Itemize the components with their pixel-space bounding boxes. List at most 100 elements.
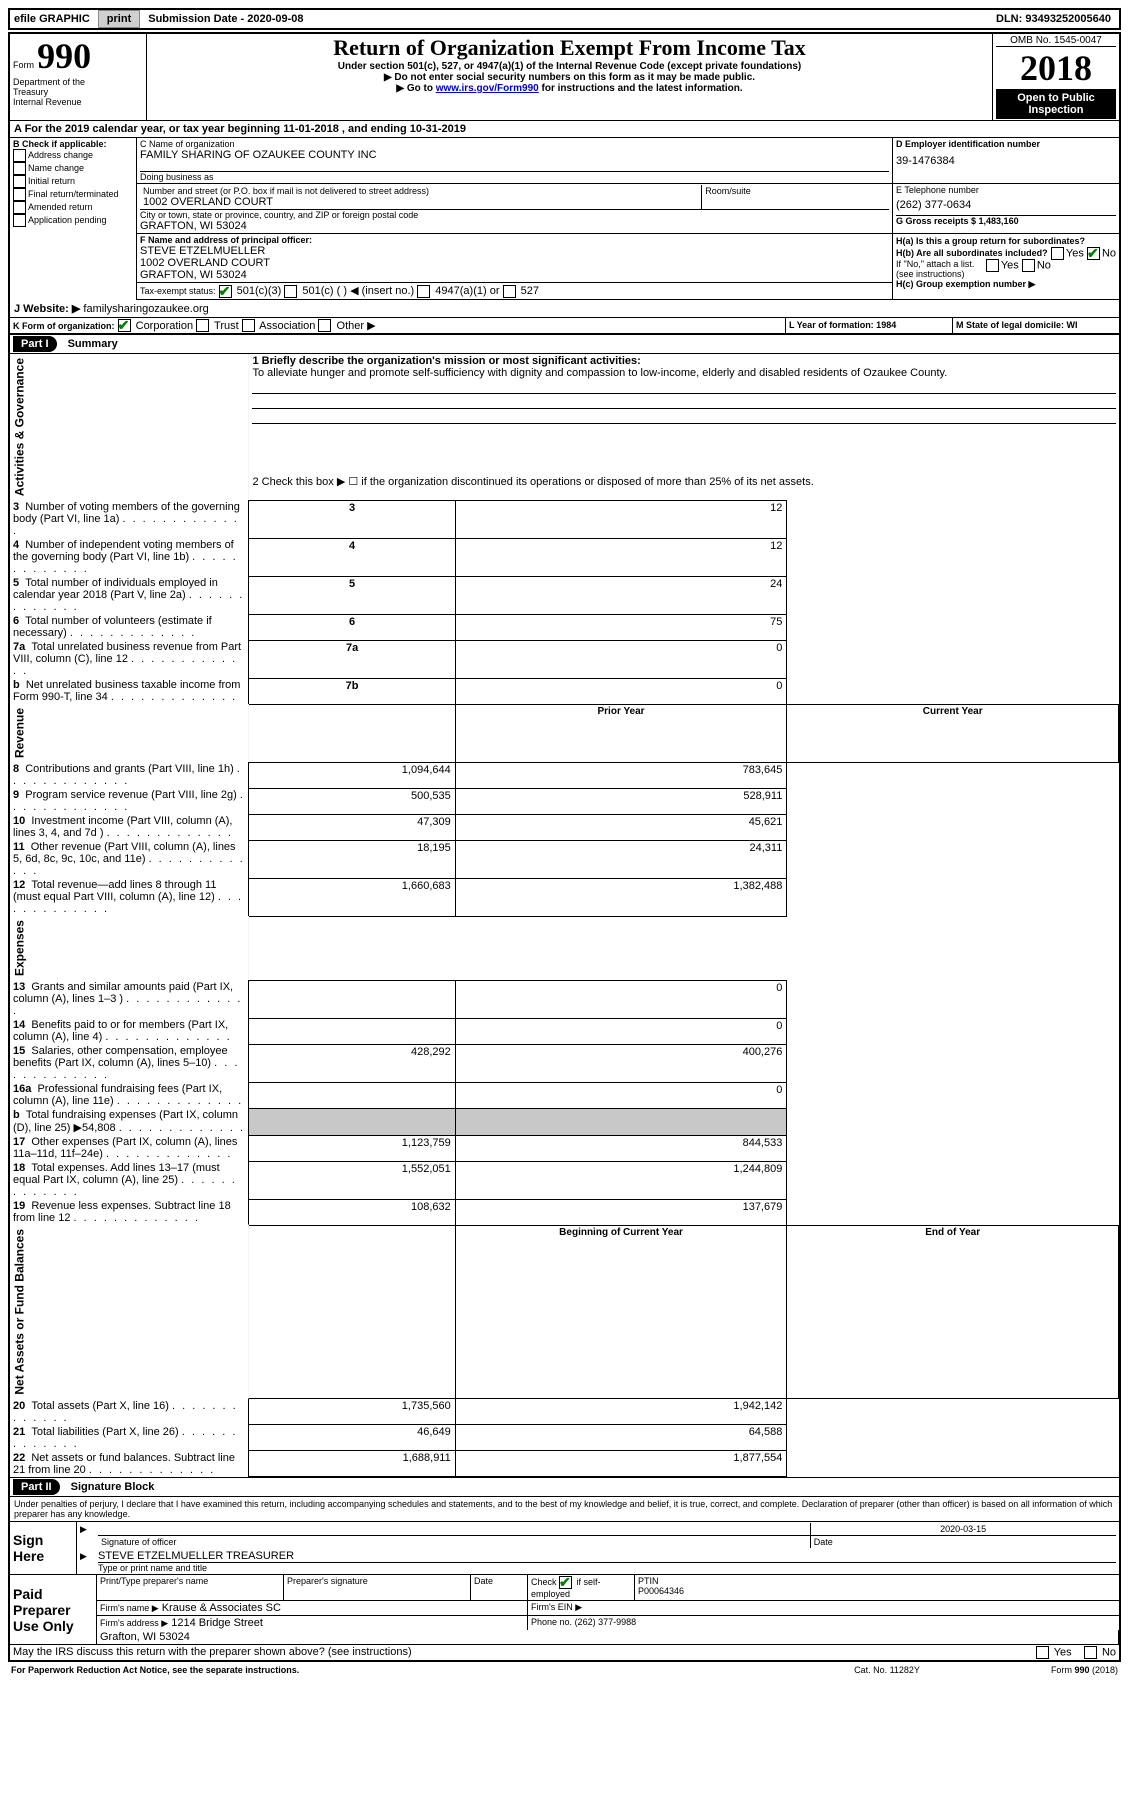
top-toolbar: efile GRAPHIC print Submission Date - 20… bbox=[8, 8, 1121, 30]
501c-checkbox[interactable] bbox=[284, 285, 297, 298]
line-k-option[interactable]: Other ▶ bbox=[318, 320, 375, 332]
box-c-name: C Name of organization FAMILY SHARING OF… bbox=[137, 138, 893, 184]
summary-row: 3 Number of voting members of the govern… bbox=[10, 500, 1119, 538]
form990-link[interactable]: www.irs.gov/Form990 bbox=[436, 83, 539, 94]
line-k-option[interactable]: Trust bbox=[196, 320, 242, 332]
summary-row: 7a Total unrelated business revenue from… bbox=[10, 640, 1119, 678]
firm-ein-label: Firm's EIN ▶ bbox=[528, 1601, 1119, 1616]
opt-4947: 4947(a)(1) or bbox=[435, 285, 499, 297]
print-button[interactable]: print bbox=[98, 10, 140, 28]
summary-row: 13 Grants and similar amounts paid (Part… bbox=[10, 980, 1119, 1018]
box-f-label: F Name and address of principal officer: bbox=[140, 235, 889, 245]
firm-addr2: Grafton, WI 53024 bbox=[97, 1630, 1119, 1644]
h-a-row: H(a) Is this a group return for subordin… bbox=[896, 235, 1116, 247]
box-b-option[interactable]: Name change bbox=[13, 162, 133, 175]
ha-yes-checkbox[interactable] bbox=[1051, 247, 1064, 260]
mission-text: To alleviate hunger and promote self-suf… bbox=[252, 367, 1115, 379]
box-d: D Employer identification number 39-1476… bbox=[893, 138, 1120, 184]
part-2-title: Signature Block bbox=[71, 1481, 155, 1493]
summary-row: 20 Total assets (Part X, line 16) 1,735,… bbox=[10, 1399, 1119, 1425]
discuss-yes-checkbox[interactable] bbox=[1036, 1646, 1049, 1659]
instruction-1: ▶ Do not enter social security numbers o… bbox=[150, 72, 989, 83]
summary-row: 6 Total number of volunteers (estimate i… bbox=[10, 614, 1119, 640]
instruction-2-pre: ▶ Go to bbox=[396, 83, 435, 94]
line-k-option[interactable]: Corporation bbox=[118, 320, 197, 332]
city-label: City or town, state or province, country… bbox=[140, 209, 889, 220]
summary-row: 9 Program service revenue (Part VIII, li… bbox=[10, 788, 1119, 814]
sig-type-label: Type or print name and title bbox=[98, 1563, 1116, 1573]
omb-number: OMB No. 1545-0047 bbox=[996, 35, 1116, 47]
website-value: familysharingozaukee.org bbox=[83, 303, 208, 315]
phone-label: Phone no. bbox=[531, 1617, 572, 1627]
city-value: GRAFTON, WI 53024 bbox=[140, 220, 889, 232]
summary-row: 22 Net assets or fund balances. Subtract… bbox=[10, 1451, 1119, 1477]
footer-form: 990 bbox=[1074, 1665, 1089, 1675]
firm-name-label: Firm's name ▶ bbox=[100, 1603, 159, 1613]
arrow-icon-2 bbox=[77, 1549, 96, 1574]
sign-here-label: Sign Here bbox=[10, 1522, 77, 1574]
box-b-option[interactable]: Final return/terminated bbox=[13, 188, 133, 201]
sig-date-value: 2020-03-15 bbox=[810, 1523, 1115, 1536]
hb-no-checkbox[interactable] bbox=[1022, 259, 1035, 272]
telephone-value: (262) 377-0634 bbox=[896, 195, 1116, 215]
box-b-option[interactable]: Initial return bbox=[13, 175, 133, 188]
form-word: Form bbox=[13, 60, 34, 70]
firm-name: Krause & Associates SC bbox=[162, 1602, 281, 1614]
4947-checkbox[interactable] bbox=[417, 285, 430, 298]
summary-row: 14 Benefits paid to or for members (Part… bbox=[10, 1018, 1119, 1044]
side-net-assets: Net Assets or Fund Balances bbox=[10, 1225, 249, 1399]
501c3-checkbox[interactable] bbox=[219, 285, 232, 298]
opt-501c3: 501(c)(3) bbox=[237, 285, 282, 297]
summary-row: 18 Total expenses. Add lines 13–17 (must… bbox=[10, 1161, 1119, 1199]
organization-name: FAMILY SHARING OF OZAUKEE COUNTY INC bbox=[140, 149, 889, 161]
self-employed-checkbox[interactable] bbox=[559, 1576, 572, 1589]
side-governance: Activities & Governance bbox=[10, 354, 249, 500]
paid-preparer-label: Paid Preparer Use Only bbox=[10, 1575, 97, 1645]
ha-no-checkbox[interactable] bbox=[1087, 247, 1100, 260]
summary-row: 16a Professional fundraising fees (Part … bbox=[10, 1082, 1119, 1108]
mission-blank-1 bbox=[252, 379, 1115, 394]
ha-no: No bbox=[1102, 247, 1116, 259]
hc-label: H(c) Group exemption number ▶ bbox=[896, 279, 1116, 290]
pp-sig-label: Preparer's signature bbox=[284, 1575, 471, 1601]
527-checkbox[interactable] bbox=[503, 285, 516, 298]
pp-date-label: Date bbox=[471, 1575, 528, 1601]
ein-value: 39-1476384 bbox=[896, 149, 1116, 173]
jurat-text: Under penalties of perjury, I declare th… bbox=[10, 1497, 1119, 1522]
opt-527: 527 bbox=[521, 285, 539, 297]
discuss-question: May the IRS discuss this return with the… bbox=[10, 1645, 953, 1661]
submission-date: Submission Date - 2020-09-08 bbox=[144, 11, 307, 27]
summary-row: b Total fundraising expenses (Part IX, c… bbox=[10, 1108, 1119, 1135]
hb-yes-checkbox[interactable] bbox=[986, 259, 999, 272]
hb-no: No bbox=[1037, 259, 1051, 271]
website-row: J Website: ▶ familysharingozaukee.org bbox=[10, 300, 1119, 318]
line-k-option[interactable]: Association bbox=[242, 320, 319, 332]
discuss-no-checkbox[interactable] bbox=[1084, 1646, 1097, 1659]
footer-catno: Cat. No. 11282Y bbox=[809, 1664, 965, 1676]
col-beginning-year: Beginning of Current Year bbox=[455, 1225, 787, 1399]
website-label: J Website: ▶ bbox=[14, 303, 80, 315]
gross-receipts: G Gross receipts $ 1,483,160 bbox=[896, 215, 1116, 226]
pp-name-label: Print/Type preparer's name bbox=[97, 1575, 284, 1601]
summary-row: 4 Number of independent voting members o… bbox=[10, 538, 1119, 576]
line-2-discontinued: 2 Check this box ▶ ☐ if the organization… bbox=[249, 474, 1119, 500]
mission-blank-3 bbox=[252, 409, 1115, 424]
box-b-option[interactable]: Address change bbox=[13, 149, 133, 162]
box-b-option[interactable]: Amended return bbox=[13, 201, 133, 214]
summary-row: 17 Other expenses (Part IX, column (A), … bbox=[10, 1135, 1119, 1161]
summary-row: b Net unrelated business taxable income … bbox=[10, 678, 1119, 704]
summary-row: 15 Salaries, other compensation, employe… bbox=[10, 1044, 1119, 1082]
box-e: E Telephone number (262) 377-0634 G Gros… bbox=[893, 184, 1120, 234]
opt-501c: 501(c) ( ) ◀ (insert no.) bbox=[302, 285, 414, 297]
efile-label: efile GRAPHIC bbox=[10, 11, 94, 27]
tax-exempt-label: Tax-exempt status: bbox=[140, 286, 216, 296]
mission-label: 1 Briefly describe the organization's mi… bbox=[252, 355, 1115, 367]
summary-row: 21 Total liabilities (Part X, line 26) 4… bbox=[10, 1425, 1119, 1451]
summary-row: 5 Total number of individuals employed i… bbox=[10, 576, 1119, 614]
part-1-title: Summary bbox=[68, 338, 118, 350]
phone-value: (262) 377-9988 bbox=[575, 1617, 637, 1627]
officer-street: 1002 OVERLAND COURT bbox=[140, 257, 889, 269]
box-b-option[interactable]: Application pending bbox=[13, 214, 133, 227]
footer-paperwork: For Paperwork Reduction Act Notice, see … bbox=[8, 1664, 809, 1676]
street-label: Number and street (or P.O. box if mail i… bbox=[143, 186, 698, 196]
